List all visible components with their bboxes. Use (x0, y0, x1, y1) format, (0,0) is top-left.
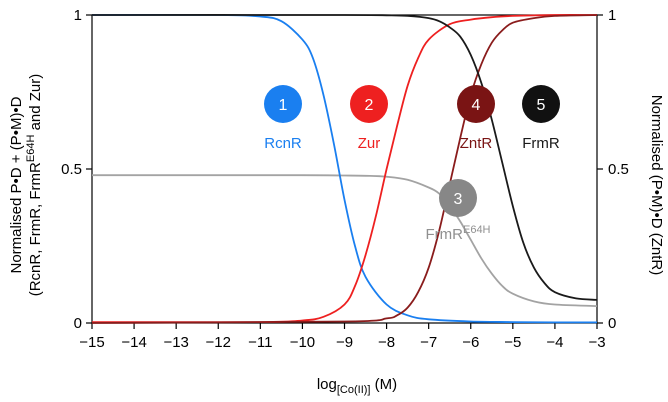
y-axis-left-label-line2: (RcnR, FrmR, FrmRE64H and Zur) (25, 74, 44, 297)
series-number-label: 5 (537, 97, 546, 114)
x-tick-label: −12 (206, 334, 231, 351)
y-right-tick-label: 1 (608, 7, 616, 24)
x-tick-label: −4 (546, 334, 563, 351)
series-name-label: RcnR (264, 135, 302, 152)
series-name-label: FrmR (522, 135, 560, 152)
axes: −15 −14 −13 −12 −11 −10 −9 −8 −7 −6 −5 −4 −300.5100.… (61, 7, 629, 351)
series-name-text: ZntR (460, 135, 493, 152)
series-name-text: RcnR (264, 135, 302, 152)
series-line-4 (91, 14, 598, 324)
y-axis-left-label-line2-pre: (RcnR, FrmR, FrmR (27, 162, 44, 296)
y-axis-left-label-line2-sup: E64H (25, 135, 37, 163)
series-name-label: Zur (358, 135, 381, 152)
x-tick-label: −7 (420, 334, 437, 351)
series-line-2 (91, 14, 598, 324)
series-name-text: FrmR (425, 226, 463, 243)
x-tick-label: −6 (462, 334, 479, 351)
y-axis-right-label: Normalised (P•M)•D (ZntR) (648, 95, 665, 276)
x-tick-label: −14 (121, 334, 146, 351)
y-left-tick-label: 0 (74, 315, 82, 332)
y-right-tick-label: 0 (608, 315, 616, 332)
y-left-tick-label: 0.5 (61, 161, 82, 178)
series-number-label: 2 (365, 97, 374, 114)
series-name-superscript: E64H (463, 224, 491, 236)
series-number-circle (439, 179, 477, 217)
plot-frame (91, 14, 598, 324)
y-right-tick-label: 0.5 (608, 161, 629, 178)
series-number-label: 4 (472, 97, 481, 114)
x-axis-label-sub: [Co(II)] (337, 384, 371, 396)
series-name-text: Zur (358, 135, 381, 152)
series-number-circle (522, 85, 560, 123)
series-number-circle (350, 85, 388, 123)
series-line-3 (92, 174, 598, 307)
x-tick-label: −13 (163, 334, 188, 351)
series-number-label: 1 (279, 97, 288, 114)
series-line-5 (91, 14, 598, 301)
y-axis-left-label-line1: Normalised P•D + (P•M)•D (8, 96, 25, 273)
x-tick-label: −10 (290, 334, 315, 351)
y-left-tick-label: 1 (74, 7, 82, 24)
series-name-text: FrmR (522, 135, 560, 152)
x-tick-label: −15 (79, 334, 104, 351)
x-axis-label-base: log (317, 376, 337, 393)
series-lines (91, 13, 598, 324)
series-line-1 (91, 13, 597, 324)
x-tick-label: −11 (248, 334, 272, 351)
series-name-label: ZntR (460, 135, 493, 152)
series-number-label: 3 (454, 191, 463, 208)
y-axis-left-label-line2-post: and Zur) (27, 74, 44, 135)
series-number-circle (457, 85, 495, 123)
series-number-circle (264, 85, 302, 123)
x-tick-label: −9 (336, 334, 353, 351)
series-name-label: FrmRE64H (425, 224, 490, 243)
x-tick-label: −5 (504, 334, 521, 351)
x-tick-label: −8 (378, 334, 395, 351)
x-axis-label-unit: (M) (371, 376, 398, 393)
x-axis-label: log[Co(II)] (M) (317, 376, 397, 396)
x-tick-label: −3 (588, 334, 605, 351)
